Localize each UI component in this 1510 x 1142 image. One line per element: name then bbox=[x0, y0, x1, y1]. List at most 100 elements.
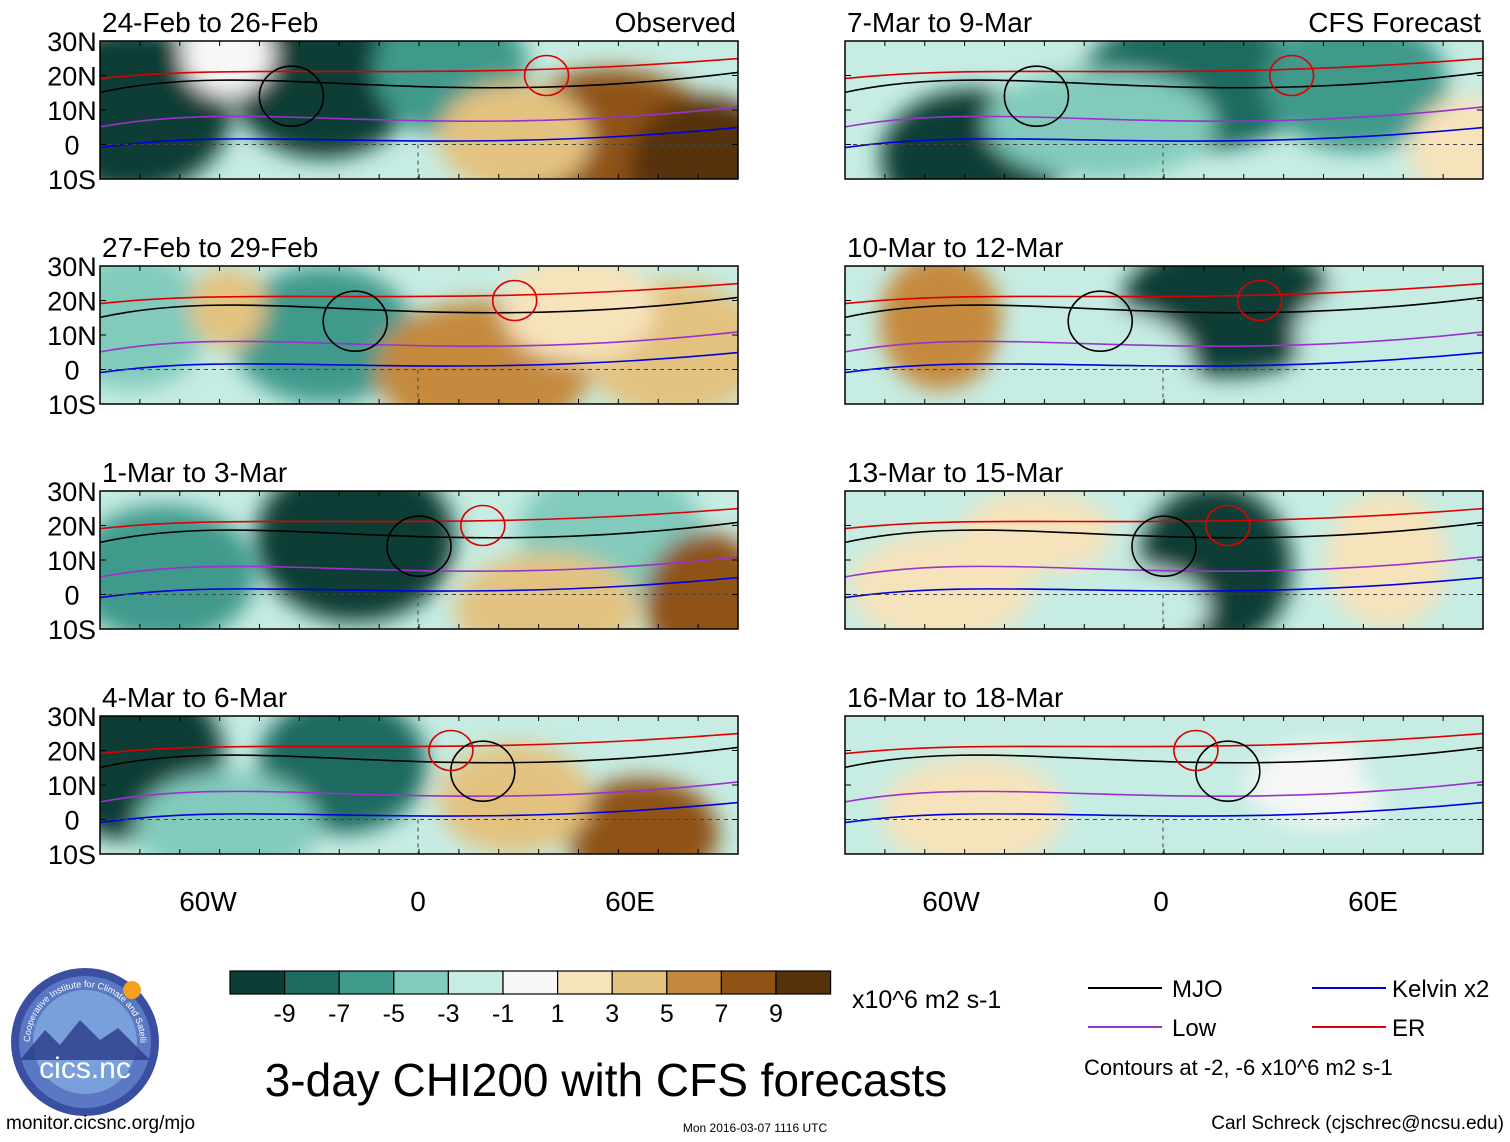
anomaly-region bbox=[629, 96, 738, 179]
contour-er bbox=[1236, 279, 1283, 322]
contour-er bbox=[100, 507, 738, 530]
panel-title: 27-Feb to 29-Feb bbox=[102, 232, 318, 263]
lat-tick: 20N bbox=[47, 737, 97, 767]
contour-mjo bbox=[1067, 290, 1133, 353]
lat-tick: 30N bbox=[47, 252, 97, 282]
anomaly-region bbox=[501, 266, 656, 363]
lon-tick: 60W bbox=[922, 886, 980, 917]
colorbar-label: -9 bbox=[273, 1000, 295, 1028]
map-panel: 30N 20N 10N 0 10S 24-Feb to 26-Feb Observed bbox=[47, 7, 739, 195]
lat-tick: 10N bbox=[47, 321, 97, 351]
anomaly-region bbox=[181, 41, 274, 97]
legend-label-low: Low bbox=[1172, 1015, 1217, 1042]
anomaly-region bbox=[454, 553, 639, 629]
anomaly-region bbox=[985, 68, 1216, 179]
lat-tick: 0 bbox=[64, 356, 79, 386]
colorbar-label: 9 bbox=[769, 1000, 783, 1028]
contour-er bbox=[1268, 54, 1315, 97]
contour-mjo bbox=[100, 746, 738, 769]
chart-title: 3-day CHI200 with CFS forecasts bbox=[265, 1054, 948, 1106]
chi200-field bbox=[100, 716, 738, 854]
contour-kelvin bbox=[845, 801, 1483, 824]
panel-title: 10-Mar to 12-Mar bbox=[847, 232, 1063, 263]
anomaly-region bbox=[438, 82, 592, 179]
contour-er bbox=[100, 732, 738, 755]
colorbar-swatch bbox=[502, 970, 559, 995]
colorbar-label: -5 bbox=[383, 1000, 405, 1028]
logo-text: cics.nc bbox=[39, 1052, 131, 1085]
lat-tick: 10S bbox=[48, 165, 96, 195]
lat-tick: 30N bbox=[47, 702, 97, 732]
colorbar-swatch bbox=[611, 970, 668, 995]
map-panel: 30N 20N 10N 0 10S 4-Mar to 6-Mar bbox=[47, 682, 739, 870]
contour-kelvin bbox=[100, 801, 738, 824]
contour-kelvin bbox=[100, 126, 738, 149]
map-panel: 30N 20N 10N 0 10S 1-Mar to 3-Mar bbox=[47, 457, 739, 645]
colorbar-swatch bbox=[393, 970, 449, 995]
anomaly-region bbox=[1326, 491, 1449, 629]
contour-kelvin bbox=[100, 351, 738, 374]
contour-er bbox=[1205, 504, 1251, 547]
chi200-field bbox=[845, 41, 1483, 179]
lat-tick: 10S bbox=[48, 390, 96, 420]
contour-er bbox=[491, 279, 538, 322]
panel-title: 16-Mar to 18-Mar bbox=[847, 682, 1063, 713]
colorbar-swatch bbox=[447, 970, 504, 995]
sun-icon bbox=[123, 981, 141, 999]
colorbar-swatch bbox=[775, 970, 832, 995]
anomaly-region bbox=[1409, 96, 1483, 179]
lat-tick: 0 bbox=[64, 806, 79, 836]
colorbar-swatch bbox=[229, 970, 286, 995]
contour-low bbox=[100, 331, 738, 353]
contour-er bbox=[100, 282, 738, 305]
chi200-field bbox=[100, 491, 738, 629]
colorbar-label: -3 bbox=[437, 1000, 459, 1028]
contour-er bbox=[1173, 729, 1219, 772]
lat-tick: 0 bbox=[64, 581, 79, 611]
map-panel: 10-Mar to 12-Mar bbox=[844, 232, 1484, 405]
contour-er bbox=[428, 729, 474, 772]
panel-title: 7-Mar to 9-Mar bbox=[847, 7, 1032, 38]
lat-tick: 20N bbox=[47, 512, 97, 542]
contour-low bbox=[845, 106, 1483, 128]
contour-kelvin bbox=[845, 351, 1483, 374]
chi200-field bbox=[100, 41, 738, 179]
contour-low bbox=[100, 556, 738, 578]
anomaly-region bbox=[189, 266, 266, 349]
lat-tick: 10N bbox=[47, 96, 97, 126]
colorbar-label: 1 bbox=[551, 1000, 565, 1028]
contour-er bbox=[845, 507, 1483, 530]
colorbar-label: 3 bbox=[605, 1000, 619, 1028]
colorbar-label: 7 bbox=[714, 1000, 728, 1028]
legend: MJO Kelvin x2 Low ER Contours at -2, -6 … bbox=[1084, 976, 1489, 1080]
contour-low bbox=[845, 556, 1483, 578]
colorbar-swatch bbox=[720, 970, 777, 995]
colorbar-label: 5 bbox=[660, 1000, 674, 1028]
lon-tick: 0 bbox=[1153, 886, 1169, 917]
contour-kelvin bbox=[845, 576, 1483, 599]
panel-title: 4-Mar to 6-Mar bbox=[102, 682, 287, 713]
anomaly-region bbox=[100, 266, 209, 391]
lat-tick: 10N bbox=[47, 771, 97, 801]
legend-contours-note: Contours at -2, -6 x10^6 m2 s-1 bbox=[1084, 1055, 1393, 1080]
lat-tick: 0 bbox=[64, 131, 79, 161]
lat-tick: 20N bbox=[47, 287, 97, 317]
map-panel: 16-Mar to 18-Mar bbox=[844, 682, 1484, 855]
lon-axis-left: 60W 0 60E bbox=[179, 886, 655, 917]
contour-er bbox=[845, 57, 1483, 80]
legend-label-kelvin: Kelvin x2 bbox=[1392, 976, 1489, 1003]
lat-tick: 10S bbox=[48, 840, 96, 870]
lon-tick: 60W bbox=[179, 886, 237, 917]
anomaly-region bbox=[880, 757, 1065, 854]
forecast-label: CFS Forecast bbox=[1308, 7, 1481, 38]
lat-tick: 10N bbox=[47, 546, 97, 576]
anomaly-region bbox=[644, 532, 738, 629]
anomaly-region bbox=[1008, 307, 1193, 404]
colorbar-swatch bbox=[666, 970, 722, 995]
anomaly-region bbox=[565, 778, 719, 854]
chi200-field bbox=[100, 266, 738, 404]
contour-mjo bbox=[1003, 65, 1070, 127]
contour-mjo bbox=[258, 65, 325, 127]
lat-tick: 30N bbox=[47, 27, 97, 57]
